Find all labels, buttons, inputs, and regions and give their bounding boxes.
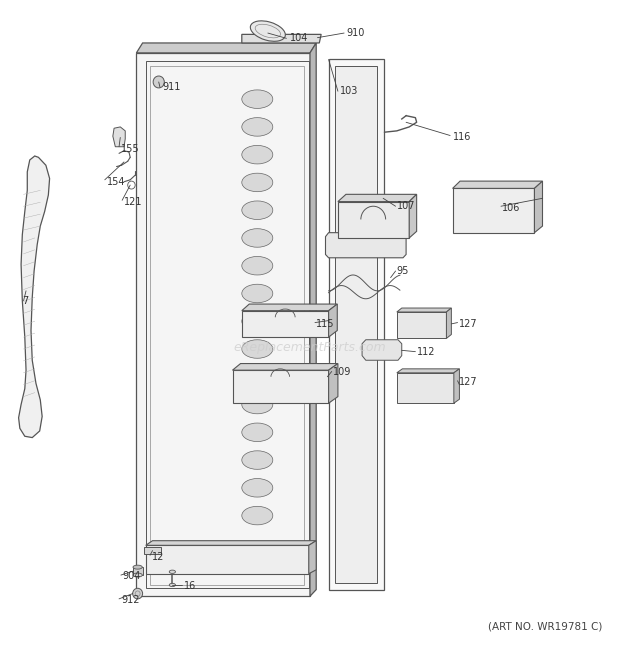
Ellipse shape — [242, 423, 273, 442]
Polygon shape — [326, 233, 406, 258]
Text: 16: 16 — [184, 581, 196, 592]
Polygon shape — [113, 127, 125, 147]
Polygon shape — [329, 304, 337, 337]
Polygon shape — [454, 369, 459, 403]
Polygon shape — [397, 308, 451, 312]
Text: 116: 116 — [453, 132, 471, 143]
Text: (ART NO. WR19781 C): (ART NO. WR19781 C) — [489, 621, 603, 631]
Polygon shape — [309, 541, 316, 574]
Ellipse shape — [242, 312, 273, 330]
Ellipse shape — [242, 506, 273, 525]
Ellipse shape — [242, 173, 273, 192]
Ellipse shape — [242, 201, 273, 219]
Text: 121: 121 — [124, 196, 143, 207]
Text: 904: 904 — [123, 571, 141, 582]
Polygon shape — [136, 53, 310, 596]
Polygon shape — [397, 373, 454, 403]
Circle shape — [133, 588, 143, 599]
Text: 12: 12 — [152, 551, 164, 562]
Text: 104: 104 — [290, 33, 309, 44]
Polygon shape — [144, 547, 161, 554]
Text: 154: 154 — [107, 176, 125, 187]
Text: 7: 7 — [22, 295, 28, 306]
Text: 109: 109 — [333, 367, 352, 377]
Polygon shape — [19, 156, 50, 438]
Ellipse shape — [242, 340, 273, 358]
Ellipse shape — [242, 118, 273, 136]
Text: 155: 155 — [121, 143, 140, 154]
Ellipse shape — [242, 395, 273, 414]
Ellipse shape — [133, 565, 143, 569]
Text: 127: 127 — [459, 319, 477, 329]
Polygon shape — [338, 194, 417, 202]
Polygon shape — [136, 43, 316, 53]
Polygon shape — [397, 369, 459, 373]
Ellipse shape — [169, 570, 175, 573]
Polygon shape — [242, 311, 329, 337]
Text: 912: 912 — [121, 595, 140, 605]
Text: 910: 910 — [346, 28, 365, 38]
Polygon shape — [362, 340, 402, 360]
Polygon shape — [242, 304, 337, 311]
Polygon shape — [242, 34, 321, 43]
Ellipse shape — [242, 284, 273, 303]
Text: 103: 103 — [340, 86, 358, 97]
Ellipse shape — [169, 583, 175, 587]
Text: eReplacementParts.com: eReplacementParts.com — [234, 340, 386, 354]
Text: 127: 127 — [459, 377, 477, 387]
Ellipse shape — [133, 573, 143, 577]
Ellipse shape — [242, 90, 273, 108]
Ellipse shape — [242, 256, 273, 275]
Text: 107: 107 — [397, 201, 415, 212]
Polygon shape — [146, 545, 309, 574]
Polygon shape — [335, 66, 377, 583]
Polygon shape — [329, 364, 338, 403]
Polygon shape — [453, 188, 534, 233]
Polygon shape — [397, 312, 446, 338]
Text: 95: 95 — [397, 266, 409, 276]
Text: 115: 115 — [316, 319, 335, 329]
Polygon shape — [310, 43, 316, 596]
Text: 911: 911 — [162, 82, 181, 93]
Text: 106: 106 — [502, 203, 521, 214]
Polygon shape — [133, 567, 143, 575]
Ellipse shape — [242, 368, 273, 386]
Polygon shape — [146, 541, 316, 545]
Circle shape — [153, 76, 164, 88]
Polygon shape — [453, 181, 542, 188]
Text: 112: 112 — [417, 346, 435, 357]
Ellipse shape — [242, 229, 273, 247]
Ellipse shape — [250, 21, 285, 41]
Ellipse shape — [242, 451, 273, 469]
Ellipse shape — [242, 479, 273, 497]
Polygon shape — [409, 194, 417, 238]
Polygon shape — [232, 370, 329, 403]
Polygon shape — [329, 59, 384, 590]
Polygon shape — [534, 181, 542, 233]
Ellipse shape — [242, 145, 273, 164]
Polygon shape — [338, 202, 409, 238]
Polygon shape — [232, 364, 338, 370]
Polygon shape — [446, 308, 451, 338]
